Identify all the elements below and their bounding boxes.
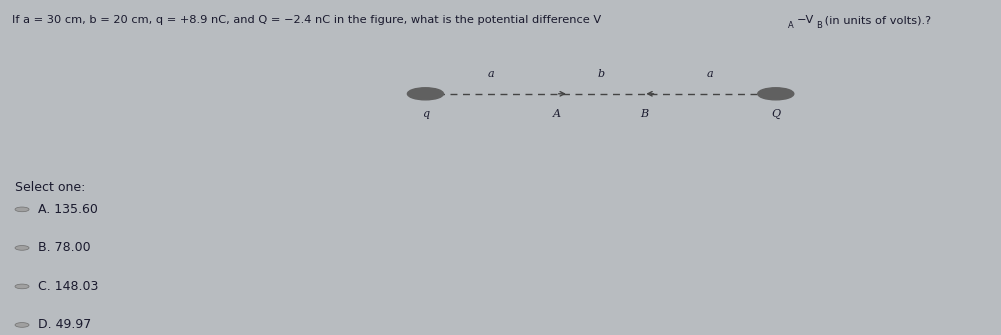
Text: A. 135.60: A. 135.60 — [38, 203, 98, 216]
Text: (in units of volts).?: (in units of volts).? — [821, 15, 931, 25]
Text: B: B — [816, 21, 822, 30]
Circle shape — [15, 323, 29, 327]
Text: Select one:: Select one: — [15, 181, 85, 194]
Text: A: A — [553, 109, 561, 119]
Text: D. 49.97: D. 49.97 — [38, 319, 91, 331]
Circle shape — [15, 284, 29, 289]
Text: If a = 30 cm, b = 20 cm, q = +8.9 nC, and Q = −2.4 nC in the figure, what is the: If a = 30 cm, b = 20 cm, q = +8.9 nC, an… — [12, 15, 602, 25]
Text: Q: Q — [771, 109, 781, 119]
Circle shape — [15, 246, 29, 250]
Text: a: a — [487, 69, 494, 79]
Text: B. 78.00: B. 78.00 — [38, 242, 91, 254]
Circle shape — [758, 88, 794, 100]
Text: A: A — [788, 21, 794, 30]
Text: B: B — [641, 109, 649, 119]
Text: q: q — [421, 109, 429, 119]
Text: −V: −V — [797, 15, 814, 25]
Circle shape — [15, 207, 29, 212]
Text: a: a — [707, 69, 714, 79]
Text: b: b — [597, 69, 605, 79]
Circle shape — [407, 88, 443, 100]
Text: C. 148.03: C. 148.03 — [38, 280, 98, 293]
